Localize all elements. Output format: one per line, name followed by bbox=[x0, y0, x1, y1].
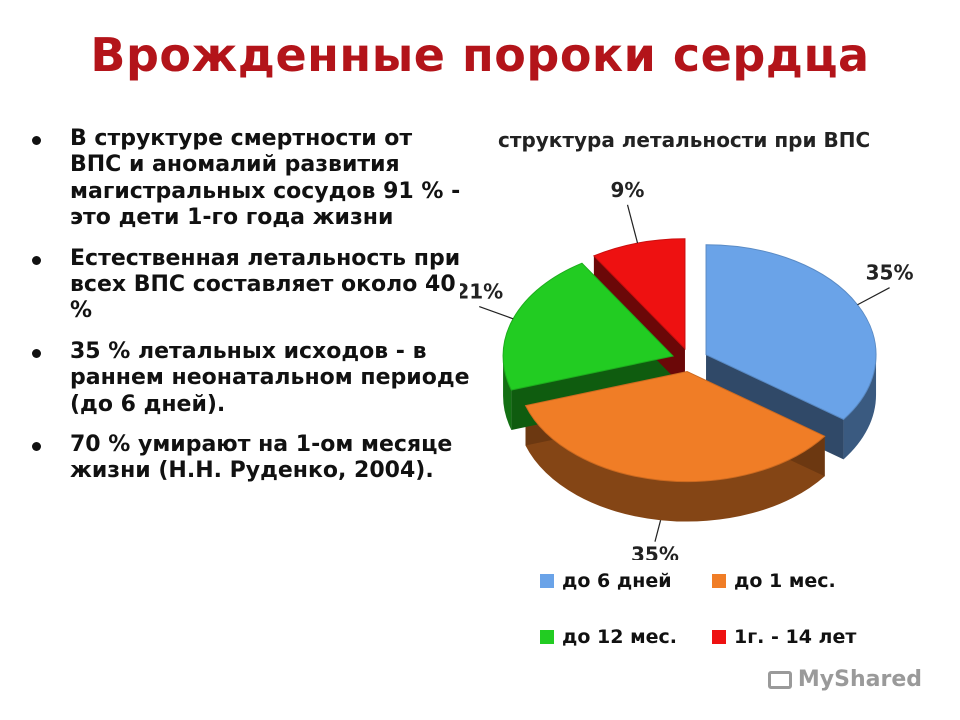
legend-label: до 6 дней bbox=[562, 570, 672, 592]
bullet-dot-icon bbox=[32, 348, 41, 358]
slide-title: Врожденные пороки сердца bbox=[90, 28, 870, 82]
slice-data-label: 9% bbox=[611, 178, 645, 202]
slice-data-label: 35% bbox=[866, 261, 914, 285]
label-leader-line bbox=[479, 305, 514, 320]
bullet-item: В структуре смертности от ВПС и аномалий… bbox=[30, 126, 470, 232]
bullet-text: В структуре смертности от ВПС и аномалий… bbox=[70, 126, 461, 231]
bullet-list: В структуре смертности от ВПС и аномалий… bbox=[30, 126, 470, 499]
bullet-dot-icon bbox=[32, 136, 41, 145]
legend-item: до 12 мес. bbox=[540, 626, 677, 648]
label-leader-line bbox=[654, 520, 662, 542]
bullet-text: 70 % умирают на 1-ом месяце жизни (Н.Н. … bbox=[70, 431, 453, 484]
pie-chart: 35% 35% 21% 9% bbox=[460, 178, 914, 560]
bullet-dot-icon bbox=[32, 255, 41, 265]
bullet-text: Естественная летальность при всех ВПС со… bbox=[70, 245, 461, 324]
bullet-item: 35 % летальных исходов - в раннем неонат… bbox=[30, 339, 470, 418]
label-leader-line bbox=[626, 204, 639, 244]
legend-label: до 1 мес. bbox=[734, 570, 836, 592]
pie-slice bbox=[705, 244, 877, 420]
bullet-dot-icon bbox=[32, 441, 41, 451]
bullet-text: 35 % летальных исходов - в раннем неонат… bbox=[70, 338, 470, 417]
legend-label: 1г. - 14 лет bbox=[734, 626, 857, 648]
legend-label: до 12 мес. bbox=[562, 626, 677, 648]
bullet-item: Естественная летальность при всех ВПС со… bbox=[30, 246, 470, 325]
pie-slice bbox=[593, 238, 686, 350]
slice-data-label: 21% bbox=[460, 280, 503, 304]
legend-swatch bbox=[540, 630, 554, 644]
legend-swatch bbox=[712, 630, 726, 644]
label-leader-line bbox=[857, 287, 890, 306]
slice-data-label: 35% bbox=[631, 543, 679, 560]
presentation-icon bbox=[767, 670, 792, 689]
legend-item: до 6 дней bbox=[540, 570, 672, 592]
legend-item: до 1 мес. bbox=[712, 570, 836, 592]
watermark: MyShared bbox=[767, 667, 922, 692]
pie-slice bbox=[524, 371, 826, 483]
legend-item: 1г. - 14 лет bbox=[712, 626, 856, 648]
bullet-item: 70 % умирают на 1-ом месяце жизни (Н.Н. … bbox=[30, 432, 470, 485]
legend-swatch bbox=[540, 574, 554, 588]
watermark-text: MyShared bbox=[797, 667, 922, 692]
legend-swatch bbox=[712, 574, 726, 588]
pie-slice bbox=[502, 262, 675, 391]
pie-side bbox=[525, 405, 825, 522]
chart-title: структура летальности при ВПС bbox=[498, 128, 871, 152]
pie-side bbox=[843, 354, 877, 460]
